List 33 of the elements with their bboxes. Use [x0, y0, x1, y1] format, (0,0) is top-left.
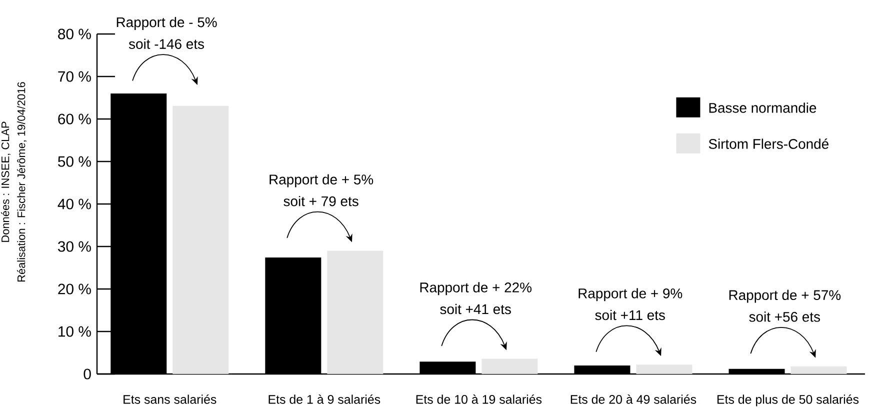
y-tick-label: 20 %	[58, 284, 91, 294]
bar	[482, 358, 538, 374]
annotation: Rapport de + 57%	[729, 290, 841, 303]
annotation: Rapport de + 9%	[578, 288, 682, 302]
x-tick-label: Ets de plus de 50 salariés	[717, 394, 859, 406]
bar	[172, 106, 229, 374]
text: Données : INSEE, CLAP	[1, 122, 10, 242]
y-tick-label: 0	[84, 368, 91, 380]
annotation: soit -146 ets	[128, 38, 204, 49]
x-tick-label: Ets de 1 à 9 salariés	[268, 394, 380, 404]
y-tick-label: 30 %	[58, 241, 91, 252]
text: Réalisation : Fischer Jérôme, 19/04/2016	[17, 82, 26, 282]
bar	[327, 250, 384, 374]
y-tick-label: 60 %	[58, 114, 91, 124]
text: Rapport de - 5%	[116, 16, 217, 30]
y-tick-label: 80 %	[58, 28, 91, 40]
annotation: soit +41 ets	[440, 304, 511, 314]
y-tick-label: 50 %	[58, 156, 91, 167]
x-tick-label: Ets de 10 à 19 salariés	[416, 394, 542, 404]
annotation: Rapport de + 22%	[420, 282, 532, 296]
annotation: soit + 79 ets	[284, 196, 358, 206]
y-tick-label: 70 %	[58, 71, 91, 82]
legend-label: Sirtom Flers-Condé	[708, 138, 828, 149]
legend-label: Basse normandie	[709, 102, 816, 113]
y-tick-label: 40 %	[58, 198, 91, 210]
annotation: soit +56 ets	[749, 312, 820, 322]
annotation: soit +11 ets	[595, 310, 665, 320]
bar	[636, 364, 692, 374]
x-tick-label: Ets sans salariés	[124, 394, 216, 404]
bar	[790, 366, 847, 374]
annotation: Rapport de + 5%	[270, 174, 374, 188]
x-tick-label: Ets de 20 à 49 salariés	[570, 394, 696, 404]
y-tick-label: 10 %	[58, 326, 91, 337]
